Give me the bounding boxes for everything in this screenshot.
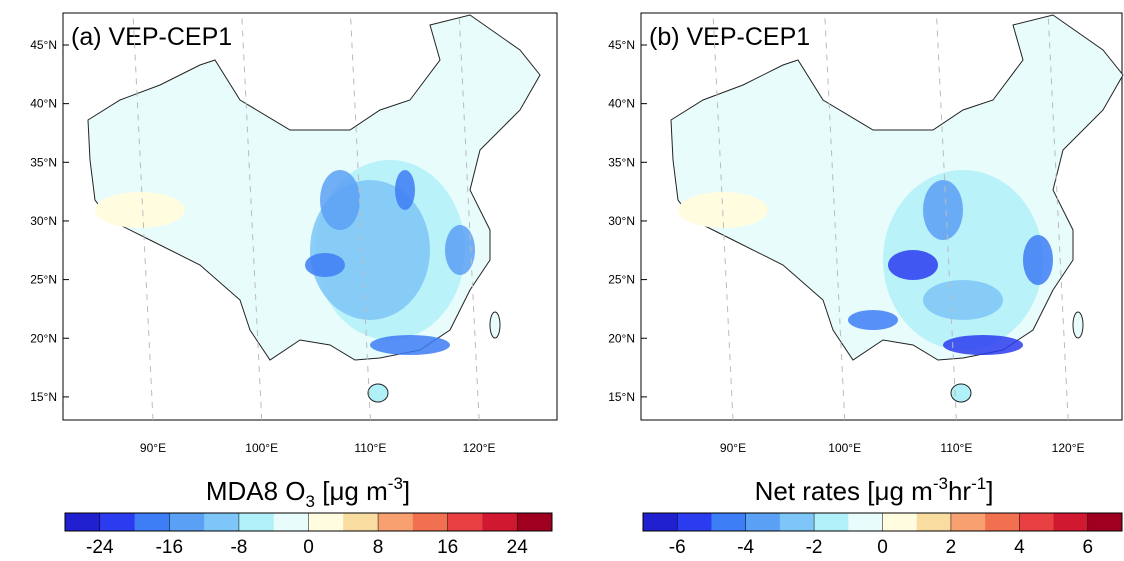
colorbar-box — [951, 513, 986, 531]
lon-tick-label: 90°E — [720, 441, 746, 455]
concentration-blob — [395, 170, 415, 210]
concentration-blob — [848, 310, 898, 330]
colorbar-box — [309, 513, 344, 531]
colorbar-box — [100, 513, 135, 531]
colorbar-box — [204, 513, 239, 531]
colorbar-tick-label: 0 — [877, 537, 888, 556]
colorbar-box — [135, 513, 170, 531]
lon-tick-label: 110°E — [940, 441, 972, 455]
colorbar-tick-label: -6 — [669, 537, 686, 556]
lat-tick-label: 20°N — [608, 331, 635, 345]
colorbar-tick-label: -4 — [737, 537, 754, 556]
concentration-blob — [943, 335, 1023, 355]
concentration-blob — [320, 170, 360, 230]
colorbar-box — [643, 513, 678, 531]
colorbar-box — [274, 513, 309, 531]
concentration-blob — [888, 250, 938, 280]
island — [368, 384, 388, 402]
colorbar-box — [677, 513, 712, 531]
colorbar-title: MDA8 O3 [μg m-3] — [206, 474, 410, 511]
lat-tick-label: 40°N — [608, 97, 635, 111]
colorbar-tick-label: -8 — [230, 537, 247, 556]
title-sup: -3 — [933, 474, 948, 493]
colorbar-tick-label: -24 — [86, 537, 114, 556]
lon-tick-label: 90°E — [140, 441, 166, 455]
region — [95, 192, 185, 228]
panel-label: (a) VEP-CEP1 — [71, 23, 232, 51]
colorbar-box — [378, 513, 413, 531]
lat-tick-label: 40°N — [30, 97, 57, 111]
title-part: Net rates [μg m — [755, 476, 933, 506]
colorbar-box — [448, 513, 483, 531]
colorbar-box — [917, 513, 952, 531]
title-sub: 3 — [306, 492, 315, 511]
colorbar-tick-label: 24 — [507, 537, 529, 556]
title-sup: -3 — [388, 474, 403, 493]
lat-tick-label: 35°N — [30, 155, 57, 169]
colorbar-box — [65, 513, 100, 531]
lat-tick-label: 35°N — [608, 155, 635, 169]
lon-tick-label: 100°E — [245, 441, 278, 455]
colorbar-tick-label: 4 — [1014, 537, 1025, 556]
title-part: ] — [403, 476, 410, 506]
title-part: [μg m — [315, 476, 388, 506]
concentration-blob — [370, 335, 450, 355]
colorbar-box — [1019, 513, 1054, 531]
colorbar-box — [517, 513, 552, 531]
colorbar-box — [746, 513, 781, 531]
lat-tick-label: 15°N — [608, 390, 635, 404]
concentration-blob — [923, 180, 963, 240]
lat-tick-label: 25°N — [30, 273, 57, 287]
lon-tick-label: 100°E — [828, 441, 861, 455]
colorbar-box — [711, 513, 746, 531]
lon-tick-label: 120°E — [1052, 441, 1085, 455]
colorbar-box — [780, 513, 815, 531]
colorbar-tick-label: -16 — [156, 537, 183, 556]
lat-tick-label: 30°N — [608, 214, 635, 228]
title-part: ] — [986, 476, 993, 506]
concentration-blob — [923, 280, 1003, 320]
colorbar-tick-label: 2 — [946, 537, 957, 556]
concentration-blob — [1023, 235, 1053, 285]
title-part: MDA8 O — [206, 476, 306, 506]
colorbar-box — [239, 513, 274, 531]
title-part: hr — [948, 476, 971, 506]
lat-tick-label: 15°N — [30, 390, 57, 404]
lat-tick-label: 20°N — [30, 331, 57, 345]
colorbar-box — [848, 513, 883, 531]
island — [1073, 312, 1083, 338]
colorbar-box — [343, 513, 378, 531]
map-panel: (a) VEP-CEP1 45°N 40°N 35°N 30°N 25°N 20°N 15°N… — [30, 13, 557, 556]
colorbar-box — [169, 513, 204, 531]
concentration-blob — [305, 253, 345, 277]
colorbar-box — [1054, 513, 1089, 531]
colorbar-tick-label: 6 — [1082, 537, 1093, 556]
colorbar-tick-label: 16 — [437, 537, 458, 556]
lon-tick-label: 120°E — [463, 441, 496, 455]
lat-tick-label: 30°N — [30, 214, 57, 228]
colorbar-box — [883, 513, 918, 531]
colorbar-title: Net rates [μg m-3hr-1] — [755, 474, 994, 506]
lat-tick-label: 25°N — [608, 273, 635, 287]
figure: MDA8 O3 [μg m-3] Net rates [μg m-3hr-1] … — [0, 0, 1124, 556]
title-sup: -1 — [971, 474, 986, 493]
colorbar-box — [985, 513, 1020, 531]
colorbar-tick-label: -2 — [806, 537, 823, 556]
island — [951, 384, 971, 402]
colorbar-box — [482, 513, 517, 531]
panel-label: (b) VEP-CEP1 — [649, 23, 810, 51]
colorbar-tick-label: 0 — [303, 537, 314, 556]
map-panel: (b) VEP-CEP1 45°N 40°N 35°N 30°N 25°N 20°N 15°N… — [608, 13, 1123, 556]
lat-tick-label: 45°N — [608, 38, 635, 52]
colorbar-box — [814, 513, 849, 531]
colorbar-box — [413, 513, 448, 531]
colorbar-box — [1088, 513, 1123, 531]
lon-tick-label: 110°E — [354, 441, 386, 455]
island — [490, 312, 500, 338]
lat-tick-label: 45°N — [30, 38, 57, 52]
colorbar-tick-label: 8 — [373, 537, 384, 556]
